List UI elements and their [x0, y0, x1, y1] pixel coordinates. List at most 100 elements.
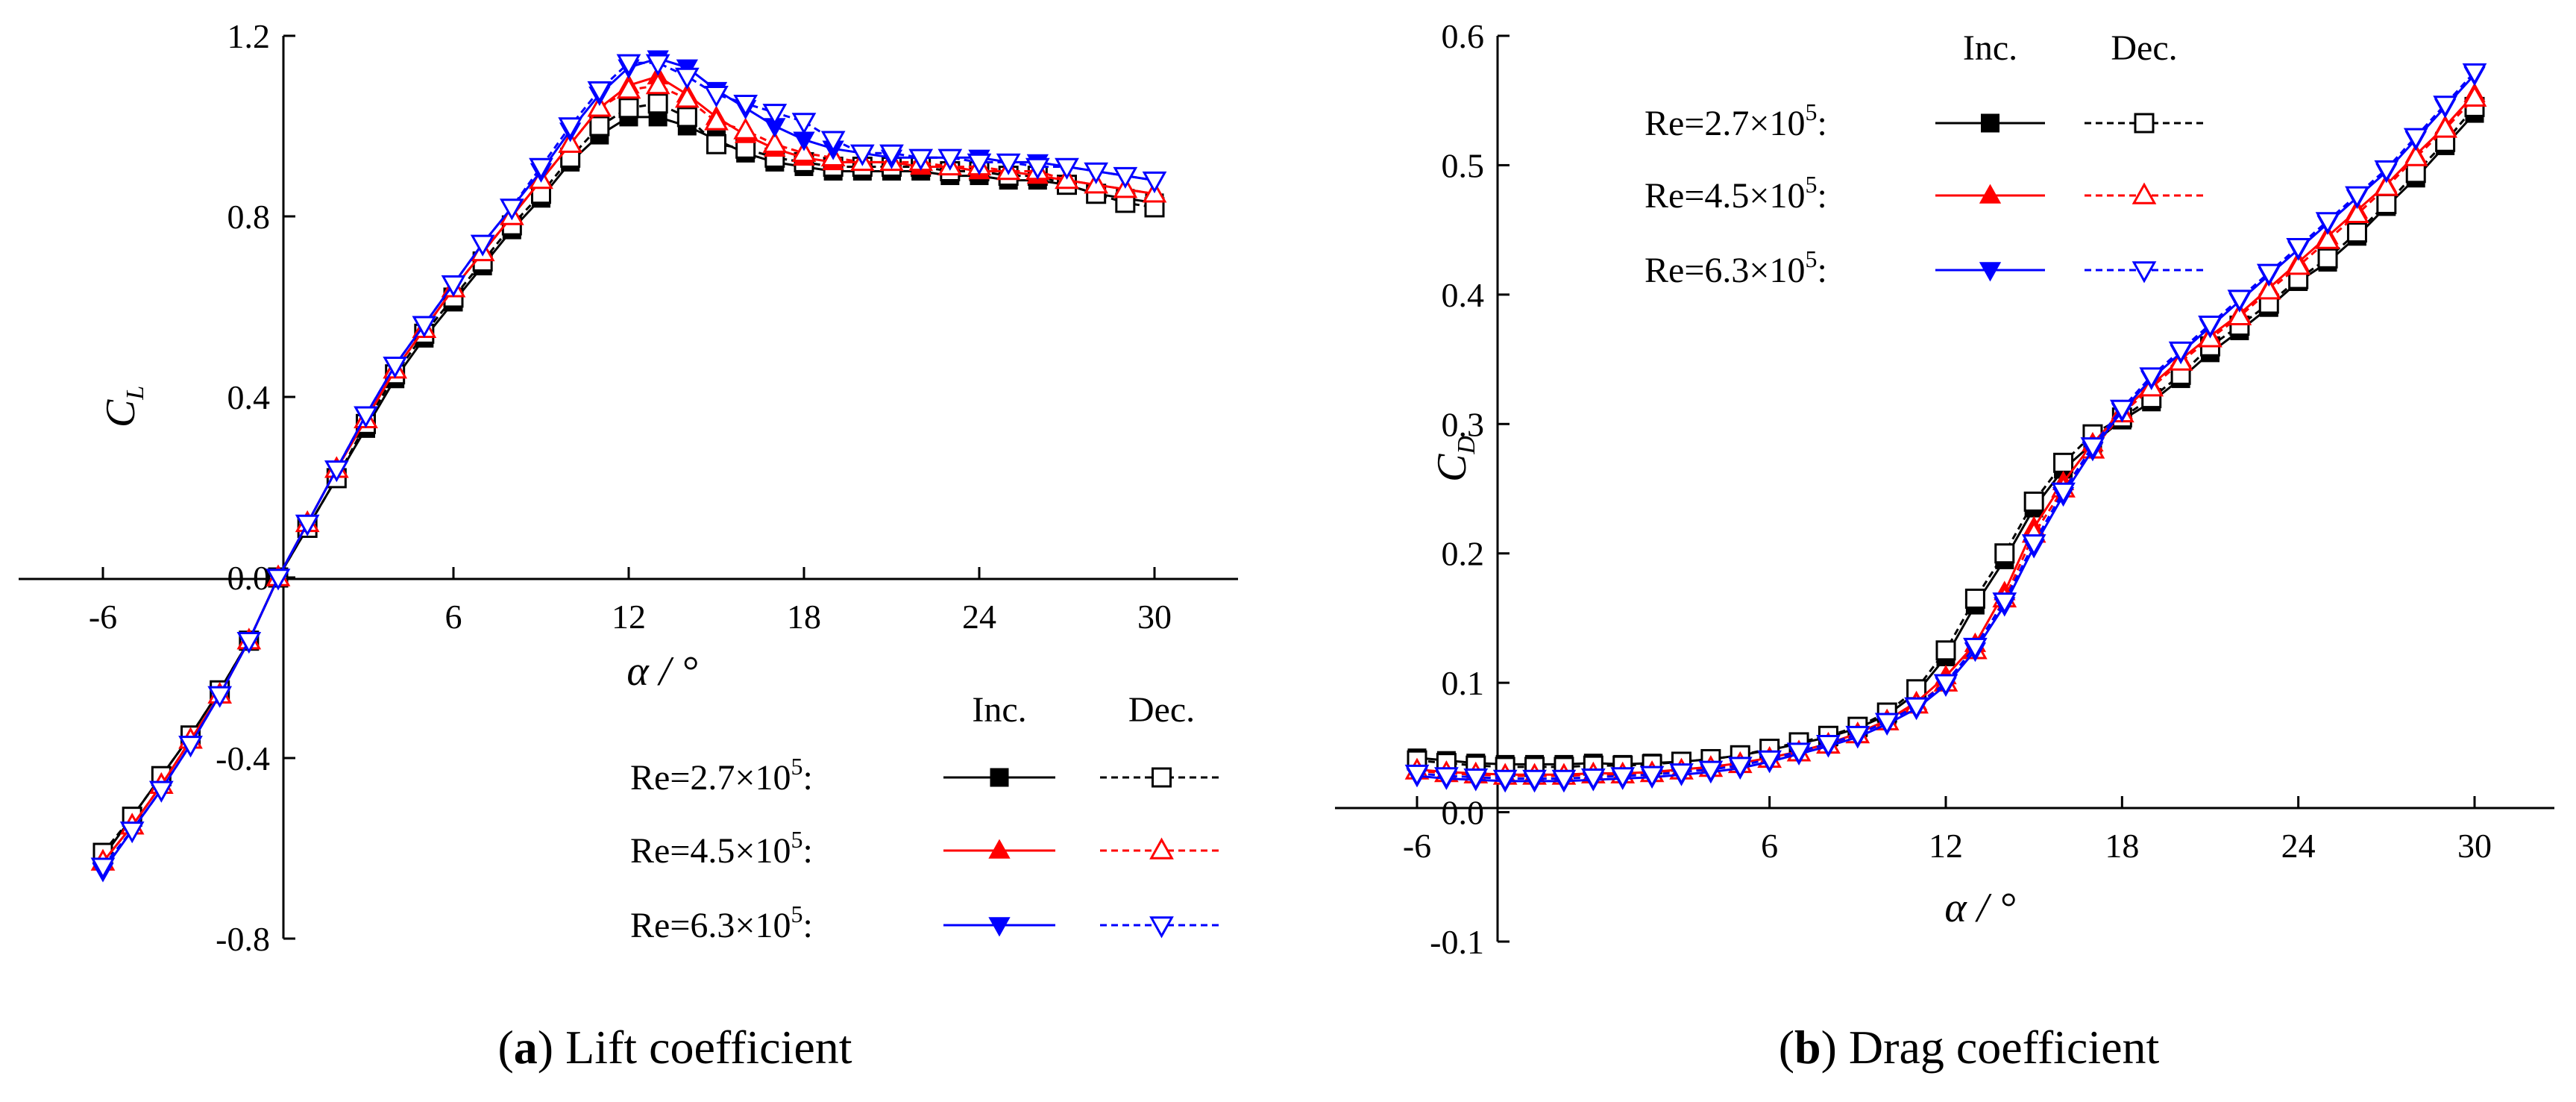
- y-tick-label: -0.8: [216, 920, 270, 958]
- data-point: [1463, 768, 1489, 791]
- data-point: [1786, 742, 1812, 765]
- data-point: [558, 117, 583, 140]
- data-point: [1935, 640, 1956, 661]
- data-point: [1055, 157, 1079, 180]
- legend-label-base: Re=2.7×10: [630, 758, 791, 798]
- data-point: [791, 113, 817, 135]
- x-axis-label: α / °: [1944, 885, 2015, 931]
- legend: Inc. Dec.Re=2.7×105:Re=4.5×105:Re=6.3×105…: [1644, 28, 2204, 290]
- data-point: [2345, 201, 2369, 224]
- y-tick-label: 0.4: [1442, 276, 1485, 314]
- data-point: [2109, 399, 2134, 422]
- legend-label-base: Re=4.5×10: [630, 831, 791, 871]
- legend-marker: [1149, 916, 1174, 939]
- legend-label-exponent: 5: [791, 753, 802, 780]
- data-point: [2168, 341, 2193, 363]
- legend-label-exponent: 5: [791, 901, 802, 927]
- legend-label-exponent: 5: [791, 826, 802, 853]
- data-point: [908, 148, 934, 171]
- data-point: [412, 316, 437, 338]
- y-axis-label: CL: [98, 386, 149, 428]
- caption-paren-open: (: [497, 1021, 513, 1074]
- legend-label-base: Re=6.3×10: [630, 906, 791, 945]
- data-point: [674, 86, 700, 108]
- data-point: [1434, 767, 1459, 789]
- legend-label-exponent: 5: [1805, 171, 1817, 198]
- x-tick-label: 18: [2105, 827, 2139, 865]
- data-point: [2227, 289, 2252, 312]
- data-point: [2462, 84, 2487, 107]
- data-point: [589, 116, 610, 137]
- legend-header-dec: Dec.: [1128, 690, 1195, 730]
- legend-marker: [2132, 261, 2157, 284]
- data-point: [704, 108, 729, 131]
- data-point: [2345, 186, 2369, 208]
- legend-header-dec: Dec.: [2111, 28, 2177, 68]
- data-point: [2374, 174, 2399, 196]
- data-point: [324, 460, 349, 483]
- data-point: [2256, 278, 2281, 300]
- legend-header-inc: Inc.: [1963, 28, 2017, 68]
- data-point: [2286, 253, 2311, 275]
- y-axis-label-main: C: [1429, 454, 1475, 482]
- legend: Inc. Dec.Re=2.7×105:Re=4.5×105:Re=6.3×105…: [630, 690, 1223, 945]
- data-point: [2317, 248, 2338, 269]
- y-axis-label-subscript: L: [122, 386, 149, 401]
- data-point: [1025, 157, 1050, 180]
- y-axis-label-subscript: D: [1453, 436, 1480, 455]
- chart-caption: (b) Drag coefficient: [1779, 1021, 2160, 1074]
- data-point: [2315, 227, 2340, 249]
- data-point: [2053, 452, 2074, 473]
- data-point: [2315, 212, 2340, 234]
- data-point: [90, 857, 116, 880]
- data-point: [1522, 769, 1547, 792]
- data-point: [1874, 713, 1900, 735]
- legend-label-base: Re=4.5×10: [1644, 176, 1805, 216]
- data-point: [2403, 144, 2428, 166]
- data-point: [616, 54, 641, 76]
- x-tick-label: 24: [962, 598, 996, 636]
- data-point: [1580, 768, 1606, 791]
- data-point: [1933, 674, 1958, 696]
- data-point: [1610, 767, 1636, 789]
- data-point: [1113, 166, 1138, 190]
- legend-marker: [2132, 182, 2157, 204]
- y-tick-label: 0.5: [1442, 146, 1485, 184]
- data-point: [2376, 193, 2397, 214]
- y-tick-label: 0.2: [1442, 535, 1485, 573]
- data-point: [879, 144, 904, 166]
- legend-label-base: Re=2.7×10: [1644, 104, 1805, 143]
- data-point: [2051, 482, 2076, 504]
- data-point: [470, 234, 495, 257]
- data-point: [2374, 160, 2399, 183]
- data-point: [2227, 303, 2252, 326]
- legend-label-colon: :: [802, 906, 812, 945]
- legend-label: Re=4.5×105:: [630, 826, 813, 871]
- x-tick-label: 6: [1761, 827, 1778, 865]
- y-tick-label: 0.6: [1442, 17, 1485, 55]
- data-point: [2080, 437, 2105, 460]
- data-point: [937, 148, 963, 171]
- data-point: [354, 406, 378, 428]
- data-point: [587, 81, 612, 104]
- data-point: [441, 275, 466, 298]
- data-point: [266, 569, 291, 591]
- data-point: [1816, 734, 1841, 757]
- data-point: [2139, 367, 2164, 389]
- x-tick-label: -6: [89, 598, 117, 636]
- data-point: [236, 632, 262, 654]
- data-point: [1492, 769, 1518, 792]
- series-dec-6310: [90, 54, 1167, 880]
- legend-marker: [2134, 113, 2155, 134]
- chart-caption: (a) Lift coefficient: [497, 1021, 852, 1074]
- legend-label: Re=2.7×105:: [630, 753, 813, 798]
- data-point: [1994, 543, 2015, 564]
- x-tick-label: 6: [445, 598, 462, 636]
- caption-letter: a: [514, 1021, 538, 1074]
- legend-label-colon: :: [802, 831, 812, 871]
- x-tick-label: 12: [1929, 827, 1963, 865]
- legend-label-exponent: 5: [1805, 245, 1817, 272]
- data-point: [2462, 63, 2487, 86]
- data-point: [1404, 764, 1430, 787]
